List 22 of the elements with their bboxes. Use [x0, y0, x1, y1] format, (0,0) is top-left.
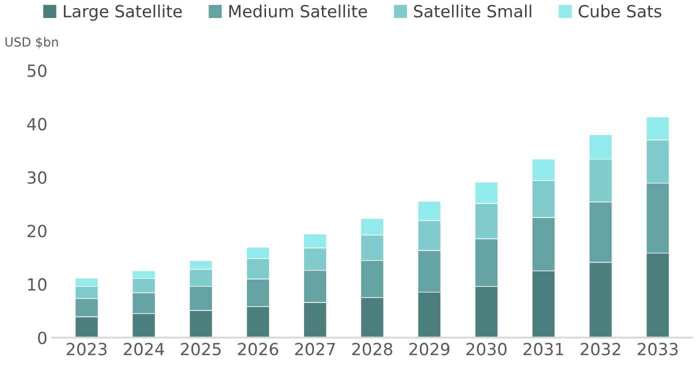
y-tick-label: 30 — [28, 171, 46, 184]
x-tick-label: 2027 — [295, 342, 335, 356]
y-tick-label: 0 — [38, 332, 46, 344]
legend-label: Medium Satellite — [229, 4, 368, 18]
y-tick-label: 50 — [28, 64, 46, 78]
x-tick-label: 2025 — [180, 342, 221, 356]
legend-label: Satellite Small — [414, 4, 532, 18]
legend-label: Cube Sats — [578, 4, 662, 18]
x-tick-label: 2023 — [66, 342, 107, 356]
x-tick-label: 2032 — [580, 342, 620, 356]
x-tick-label: 2029 — [409, 342, 450, 356]
legend-label: Large Satellite — [64, 4, 182, 21]
y-tick-label: 20 — [28, 224, 46, 238]
y-axis-title: USD $bn — [6, 37, 58, 48]
x-tick-label: 2028 — [352, 342, 392, 356]
y-tick-label: 10 — [28, 278, 46, 291]
x-tick-label: 2033 — [638, 342, 678, 356]
y-tick-label: 40 — [27, 118, 46, 130]
x-tick-label: 2026 — [238, 342, 278, 356]
x-tick-label: 2024 — [124, 342, 164, 356]
x-tick-label: 2031 — [524, 342, 564, 356]
x-tick-label: 2030 — [466, 342, 507, 356]
